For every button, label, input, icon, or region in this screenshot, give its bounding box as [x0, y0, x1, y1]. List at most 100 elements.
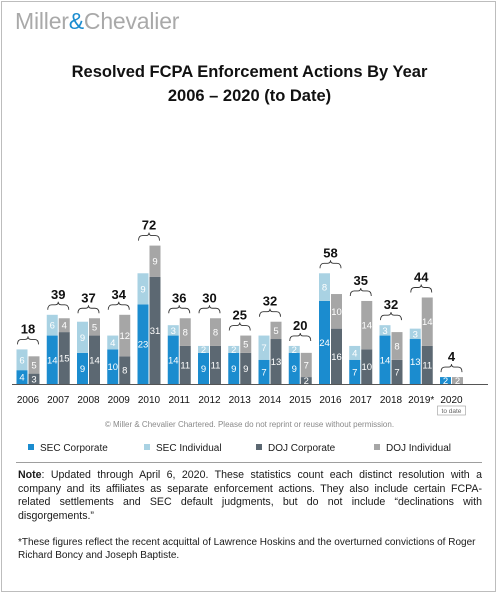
- value-label-sec-corporate-2013: 9: [231, 364, 236, 375]
- legend-label-doj-corporate: DOJ Corporate: [268, 443, 336, 454]
- total-bracket-2017: [349, 287, 372, 296]
- legend-item-sec-individual: SEC Individual: [144, 443, 222, 454]
- bar-doj-individual-2018: [391, 332, 403, 360]
- value-label-doj-individual-2009: 12: [119, 331, 130, 342]
- bar-doj-individual-2015: [300, 352, 312, 378]
- x-tick-label-2014: 2014: [259, 395, 282, 406]
- value-label-doj-corporate-2016: 16: [331, 352, 342, 363]
- value-label-sec-corporate-2012: 9: [201, 364, 206, 375]
- chart-title-line1: Resolved FCPA Enforcement Actions By Yea…: [71, 63, 428, 81]
- bar-doj-corporate-2014: [270, 339, 282, 384]
- total-bracket-2019: [410, 284, 433, 293]
- bar-sec-corporate-2019: [409, 339, 421, 384]
- value-label-sec-individual-2010: 9: [140, 284, 145, 295]
- bar-sec-corporate-2015: [288, 352, 300, 384]
- bar-doj-individual-2006: [28, 356, 40, 374]
- total-label-2011: 36: [172, 290, 186, 305]
- bar-sec-corporate-2012: [198, 352, 209, 384]
- legend-swatch-doj-corporate: [256, 444, 262, 450]
- value-label-doj-individual-2007: 4: [62, 321, 67, 332]
- bar-sec-individual-2017: [349, 345, 361, 360]
- x-tick-label-2012: 2012: [198, 395, 221, 406]
- total-label-2017: 35: [354, 273, 368, 288]
- x-tick-label-2013: 2013: [229, 395, 252, 406]
- bar-doj-individual-2017: [361, 300, 373, 350]
- total-label-2012: 30: [202, 290, 216, 305]
- x-tick-label-2018: 2018: [380, 395, 403, 406]
- bar-sec-corporate-2009: [107, 349, 119, 384]
- bar-sec-individual-2010: [137, 273, 149, 305]
- total-bracket-2014: [259, 308, 281, 317]
- bar-doj-individual-2011: [179, 318, 191, 346]
- value-label-doj-individual-2014: 5: [273, 326, 278, 337]
- brand-name-left: Miller: [15, 8, 69, 34]
- total-label-2007: 39: [51, 287, 65, 302]
- value-label-sec-individual-2018: 3: [382, 326, 387, 337]
- value-label-doj-individual-2017: 14: [361, 321, 372, 332]
- bar-doj-corporate-2008: [89, 335, 100, 384]
- total-label-2015: 20: [293, 318, 307, 333]
- bar-doj-corporate-2007: [58, 332, 70, 384]
- note-paragraph: Note: Updated through April 6, 2020. The…: [18, 469, 482, 523]
- bar-sec-individual-2016: [319, 273, 330, 301]
- bar-sec-corporate-2020: [440, 377, 451, 384]
- total-label-2019: 44: [414, 270, 429, 285]
- total-label-2016: 58: [323, 245, 337, 260]
- chart-title-line2: 2006 – 2020 (to Date): [167, 87, 332, 105]
- bar-doj-corporate-2009: [119, 356, 131, 384]
- value-label-sec-individual-2019: 3: [413, 329, 418, 340]
- bar-doj-individual-2007: [58, 318, 70, 333]
- value-label-sec-corporate-2014: 7: [261, 367, 266, 378]
- brand-logo: Miller&Chevalier: [15, 8, 179, 35]
- value-label-doj-individual-2019: 14: [422, 317, 433, 328]
- bar-doj-corporate-2018: [391, 359, 403, 384]
- brand-name-right: Chevalier: [83, 8, 180, 34]
- note-text: : Updated through April 6, 2020. These s…: [18, 469, 482, 522]
- bar-doj-individual-2009: [119, 314, 131, 357]
- value-label-doj-individual-2020: 2: [455, 376, 460, 387]
- value-label-sec-individual-2009: 4: [110, 338, 115, 349]
- bar-doj-individual-2008: [89, 318, 100, 336]
- value-label-sec-individual-2017: 4: [352, 348, 357, 359]
- value-label-doj-corporate-2008: 14: [89, 355, 100, 366]
- total-label-2014: 32: [263, 294, 277, 309]
- bar-doj-corporate-2010: [149, 276, 161, 384]
- copyright-notice: © Miller & Chevalier Chartered. Please d…: [104, 420, 395, 429]
- value-label-sec-corporate-2006: 4: [19, 373, 24, 384]
- bar-sec-corporate-2007: [46, 335, 58, 384]
- total-bracket-2009: [107, 301, 130, 310]
- legend-swatch-sec-corporate: [28, 444, 34, 450]
- legend-swatch-doj-individual: [374, 444, 380, 450]
- value-label-sec-corporate-2009: 10: [107, 362, 118, 373]
- value-label-doj-individual-2013: 5: [243, 340, 248, 351]
- bar-sec-individual-2014: [258, 335, 270, 360]
- value-label-sec-corporate-2019: 13: [410, 357, 421, 368]
- bar-doj-corporate-2016: [331, 328, 342, 384]
- total-bracket-2011: [168, 305, 191, 314]
- value-label-sec-individual-2011: 3: [171, 326, 176, 337]
- bar-sec-individual-2018: [379, 325, 391, 336]
- bar-sec-individual-2019: [409, 328, 421, 340]
- bar-sec-individual-2012: [198, 345, 209, 353]
- value-label-doj-individual-2018: 8: [394, 341, 399, 352]
- bar-doj-individual-2016: [331, 294, 342, 329]
- x-tick-label-2016: 2016: [319, 395, 342, 406]
- total-label-2018: 32: [384, 297, 398, 312]
- value-label-doj-corporate-2017: 10: [361, 362, 372, 373]
- value-label-doj-individual-2011: 8: [183, 328, 188, 339]
- value-label-doj-individual-2016: 10: [331, 307, 342, 318]
- x-tick-label-2015: 2015: [289, 395, 312, 406]
- value-label-doj-corporate-2012: 11: [211, 360, 221, 371]
- total-bracket-2016: [319, 260, 342, 269]
- legend-swatch-sec-individual: [144, 444, 150, 450]
- total-label-2010: 72: [142, 218, 156, 233]
- x-tick-label-2020: 2020: [440, 395, 463, 406]
- bar-doj-individual-2014: [270, 321, 282, 340]
- value-label-doj-corporate-2009: 8: [122, 366, 127, 377]
- value-label-doj-individual-2012: 8: [213, 328, 218, 339]
- value-label-doj-corporate-2018: 7: [394, 367, 399, 378]
- value-label-doj-corporate-2006: 3: [31, 374, 36, 385]
- value-label-doj-corporate-2011: 11: [180, 360, 190, 371]
- to-date-note-box: [437, 405, 466, 416]
- bar-doj-corporate-2015: [300, 377, 312, 384]
